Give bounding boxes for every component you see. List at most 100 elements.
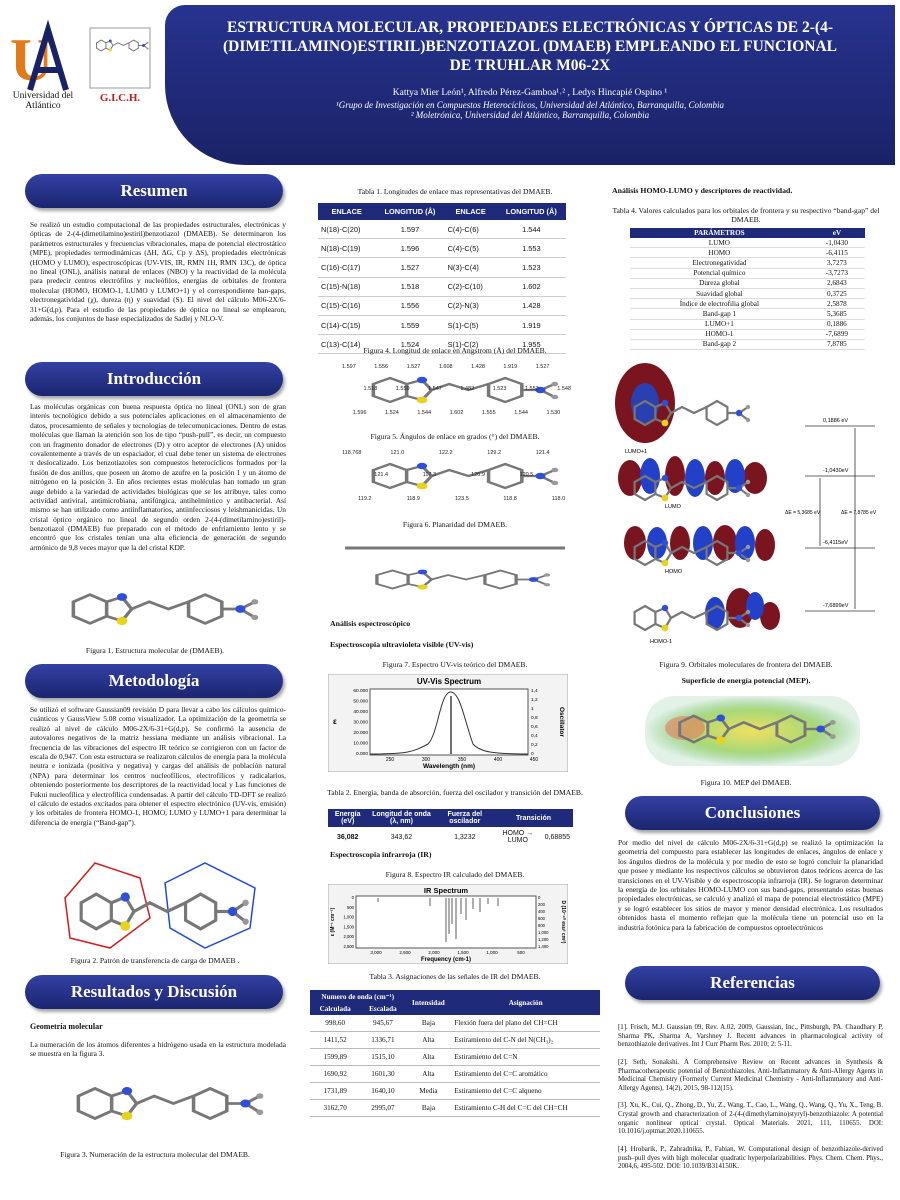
bond-angle-label: 123.5 [455, 496, 469, 502]
y2-tick-label: 600 [538, 916, 546, 921]
y-tick-label: 30.000 [353, 720, 368, 726]
y2-tick-label: 0 [531, 751, 534, 757]
table-cell: Estiramiento del C=C aromático [451, 1065, 600, 1083]
table-row: HOMO -6,4115 [630, 247, 865, 259]
logo-a [27, 19, 69, 91]
table-cell: 1.955 [496, 334, 566, 355]
bond-length-label: 1.523 [493, 386, 507, 392]
table-cell: N(18)-C(19) [318, 238, 376, 259]
table-cell: 1640,10 [360, 1082, 406, 1100]
table-cell: 1.553 [496, 238, 566, 259]
table-cell: HOMO-1 [630, 329, 809, 340]
table-row: 1599,89 1515,10 Alta Estiramiento del C=N [310, 1048, 600, 1066]
reference: [3]. Xu, K., Cui, Q., Zhong, D., Yu, Z.,… [618, 1102, 883, 1136]
table-cell: Estiramiento del C-N del N(CH₃)₂ [451, 1031, 600, 1049]
authors: Kattya Mier León¹, Alfredo Pérez-Gamboa¹… [392, 87, 668, 98]
section-heading: Resultados y Discusión [25, 975, 283, 1009]
table-cell: 945,67 [360, 1015, 406, 1032]
table-header: ENLACE [318, 203, 376, 220]
table-caption: Tabla 1. Longitudes de enlace mas repres… [357, 187, 553, 196]
conclusions-text: Por medio del nivel de cálculo M06-2X/6-… [618, 838, 883, 932]
bond-angle-label: 122.2 [439, 450, 453, 456]
table-header: Numero de onda (cm⁻¹) [310, 990, 406, 1003]
table-cell: Estiramiento del C=C alqueno [451, 1082, 600, 1100]
table-cell: Electronegatividad [630, 257, 809, 269]
bond-table: ENLACE LONGITUD (Å) ENLACE LONGITUD (Å) N(18… [318, 203, 566, 355]
table-cell: Estiramiento C-H del C=C del CH=CH [451, 1099, 600, 1117]
axis-label: Oscillator [558, 707, 565, 737]
figure-caption: Figura 3. Numeración de la estructura mo… [60, 1150, 250, 1159]
table-cell: 1.428 [496, 296, 566, 316]
bond-length-label: 1.556 [374, 364, 388, 370]
table-cell: Band-gap 2 [630, 339, 809, 351]
table-cell: Alta [405, 1065, 452, 1083]
y-tick-label: 0 [352, 895, 355, 900]
table-cell: Alta [405, 1048, 452, 1066]
y-tick-label: 60.000 [353, 688, 368, 694]
table-row: 1690,92 1601,30 Alta Estiramiento del C=C a… [310, 1065, 600, 1083]
table-cell: 1336,71 [360, 1031, 406, 1049]
table-cell: -6,4115 [808, 247, 865, 259]
table-header: Fuerza del oscilador [435, 809, 495, 827]
table-cell: N(3)-C(4) [444, 257, 497, 278]
mep-figure [645, 696, 860, 766]
bond-angle-label: 118.0 [552, 496, 565, 502]
y-tick-label: 10.000 [353, 741, 368, 747]
title: ESTRUCTURA MOLECULAR, PROPIEDADES ELECTR… [222, 19, 838, 74]
figure-caption: Figura 5. Ángulos de enlace en grados (°… [370, 432, 540, 441]
table-cell: 1.527 [375, 257, 445, 278]
y-tick-label: 2,000 [344, 934, 355, 939]
reference: [1]. Frisch, M.J. Gaussian 09, Rev. A.02… [618, 1024, 883, 1049]
bond-angle-figure: 118.768 119.2 121.4 121.0 118.9 117.3 122.2 123… [342, 450, 565, 502]
table-row: C(13)-C(14) 1.524 S(1)-C(2) 1.955 [318, 334, 566, 355]
group-name: G.I.C.H. [99, 92, 141, 104]
affiliation: ² Moletrónica, Universidad del Atlántico… [410, 109, 650, 120]
ir-table: Numero de onda (cm⁻¹) Intensidad Asignació… [310, 990, 600, 1117]
table-cell: 2,5878 [808, 298, 865, 310]
bond-length-figure: 1.597 1.596 1.518 1.556 1.524 1.559 1.527 1.544… [342, 364, 571, 416]
bond-length-label: 1.428 [471, 364, 485, 370]
table-cell: 1.544 [496, 220, 566, 240]
abstract-text: Se realizó un estudio computacional de l… [30, 220, 286, 323]
orbital-figure: LUMO+1 LUMO HOMO HOMO-1 0,1886 eV -1,0430eV -6… [615, 363, 877, 645]
table-cell: Potencial químico [630, 268, 809, 279]
axis-label: ε (M⁻¹ cm⁻¹) [330, 907, 336, 936]
table-cell: 343,62 [390, 833, 413, 841]
bond-length-label: 1.482 [460, 386, 474, 392]
table-cell: 7,8785 [808, 339, 865, 351]
figure-caption: Figura 10. MEP del DMAEB. [700, 778, 792, 787]
y-tick-label: 1,500 [344, 924, 355, 929]
orbital-table: PARÁMETROS eV LUMO -1,0430 HOMO -6,4115 Electr… [630, 228, 865, 351]
energy-label: -7,6899eV [823, 603, 849, 609]
axis-label: ε [333, 717, 337, 726]
x-tick-label: 450 [530, 757, 539, 763]
table-cell: -1,0430 [808, 238, 865, 249]
header-band: ESTRUCTURA MOLECULAR, PROPIEDADES ELECTR… [165, 5, 895, 165]
orbital-label: HOMO [665, 569, 683, 575]
bond-length-label: 1.555 [482, 410, 496, 416]
table-row: Potencial químico -3,7273 [630, 268, 865, 279]
uv-spectrum: UV-Vis Spectrum Wavelength (nm) ε Oscillato… [328, 674, 568, 772]
bond-angle-label: 118.8 [503, 496, 516, 502]
bond-length-label: 1.527 [536, 364, 550, 370]
bond-length-label: 1.544 [514, 410, 528, 416]
y-tick-label: 40.000 [353, 709, 368, 715]
bond-length-label: 1.596 [353, 410, 367, 416]
references: [1]. Frisch, M.J. Gaussian 09, Rev. A.02… [618, 1024, 883, 1181]
table-cell: 1.523 [496, 257, 566, 278]
table-row: Band-gap 1 5,3685 [630, 308, 865, 320]
bond-length-label: 1.524 [385, 410, 399, 416]
table-row: C(16)-C(17) 1.527 N(3)-C(4) 1.523 [318, 257, 566, 278]
bond-angle-label: 129.2 [487, 450, 501, 456]
y2-tick-label: 1,400 [538, 944, 549, 949]
table-wrap: Numero de onda (cm⁻¹) Intensidad Asignació… [310, 990, 600, 1117]
affiliation: ¹Grupo de Investigación en Compuestos He… [336, 99, 724, 110]
y-tick-label: 1,000 [344, 915, 355, 920]
table-cell: Estiramiento del C=N [451, 1048, 600, 1066]
table-cell: N(18)-C(20) [318, 220, 376, 240]
subheading: Análisis espectroscópico [330, 619, 411, 628]
table-caption: Tabla 2. Energía, banda de absorción, fu… [327, 788, 583, 797]
table-row: Electronegatividad 3,7273 [630, 257, 865, 269]
charge-transfer-figure [64, 862, 256, 949]
